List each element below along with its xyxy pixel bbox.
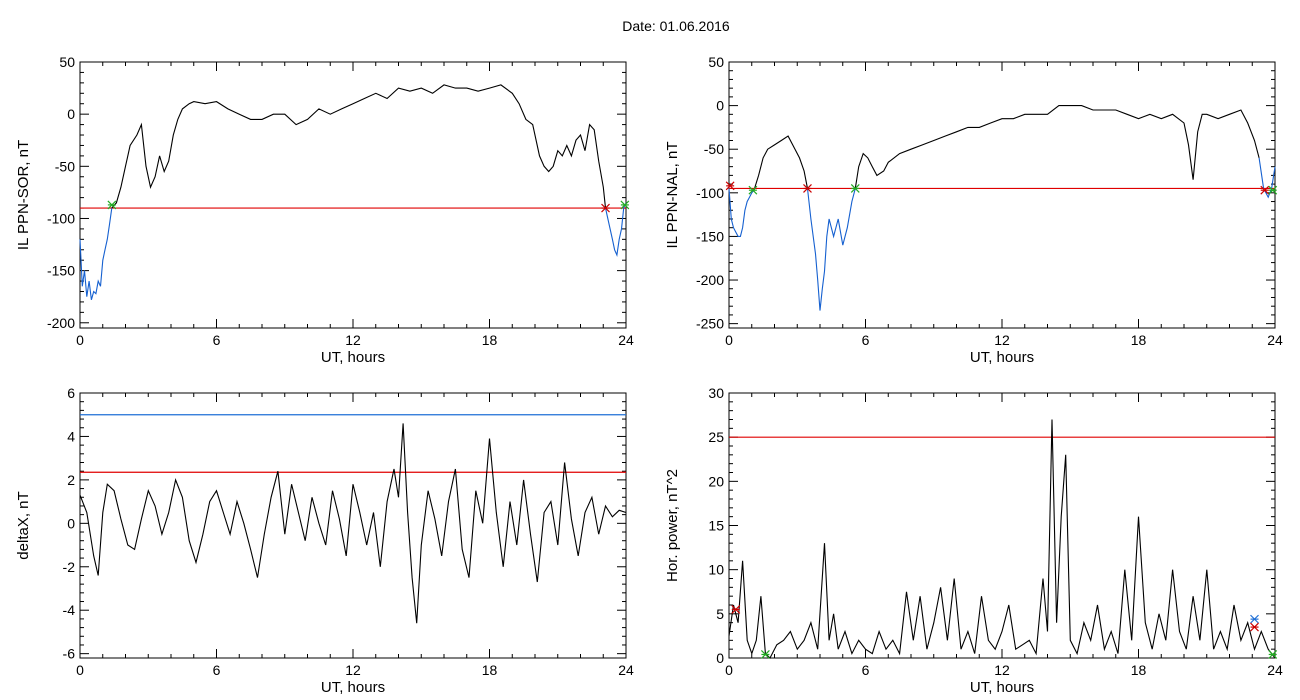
x-tick-label: 12 (994, 662, 1010, 678)
chart-il-ppn-sor: 0 6 12 18 24 -200 -150 -100 -50 0 50 UT, hours IL PP… (15, 54, 634, 366)
x-tick-label: 0 (725, 662, 733, 678)
series-line (728, 188, 755, 237)
y-axis-label: IL PPN-SOR, nT (15, 140, 32, 250)
x-tick-label: 24 (618, 332, 634, 348)
y-tick-label: 15 (708, 518, 724, 534)
y-tick-label: -6 (63, 646, 76, 662)
y-tick-label: 2 (67, 472, 75, 488)
x-tick-label: 24 (1267, 332, 1283, 348)
y-tick-label: -50 (55, 158, 75, 174)
x-tick-label: 24 (1267, 662, 1283, 678)
y-tick-label: 4 (67, 428, 75, 444)
y-axis-label: Hor. power, nT^2 (664, 469, 681, 582)
data-marker (1268, 650, 1278, 659)
data-marker (620, 200, 630, 210)
y-tick-label: 6 (67, 385, 75, 401)
plot-frame (79, 392, 627, 659)
y-tick-label: 50 (59, 54, 75, 70)
y-tick-label: 10 (708, 562, 724, 578)
y-tick-label: 0 (67, 106, 75, 122)
data-marker (601, 203, 610, 213)
series-line (753, 135, 809, 191)
chart-hor-power: 0 6 12 18 24 0 5 10 15 20 25 30 UT, hours Hor. power,… (664, 385, 1283, 696)
data-marker (107, 200, 117, 210)
data-marker (731, 604, 741, 614)
series-line (79, 423, 627, 624)
x-axis-label: UT, hours (321, 679, 385, 696)
data-marker (760, 650, 770, 659)
x-tick-label: 0 (725, 332, 733, 348)
y-tick-label: -150 (696, 228, 724, 244)
plot-frame (728, 61, 1276, 329)
y-tick-label: -50 (704, 141, 724, 157)
y-tick-label: -2 (63, 559, 76, 575)
x-tick-label: 18 (1131, 662, 1147, 678)
y-tick-label: 50 (708, 54, 724, 70)
x-tick-label: 12 (345, 662, 361, 678)
data-marker (748, 185, 758, 195)
chart-il-ppn-nal: 0 6 12 18 24 -250 -200 -150 -100 -50 0 50 UT, hours I… (664, 54, 1283, 366)
x-tick-label: 6 (862, 662, 870, 678)
y-tick-label: 0 (67, 515, 75, 531)
x-tick-label: 12 (345, 332, 361, 348)
x-tick-label: 24 (618, 662, 634, 678)
y-tick-label: 25 (708, 429, 724, 445)
plot-frame (79, 61, 627, 329)
data-marker (1268, 185, 1278, 195)
x-tick-label: 6 (213, 332, 221, 348)
series-line (806, 188, 856, 311)
series-line (854, 105, 1260, 189)
data-marker (850, 184, 860, 193)
y-tick-label: 0 (716, 650, 724, 666)
x-tick-label: 6 (862, 332, 870, 348)
x-axis-label: UT, hours (321, 349, 385, 366)
y-tick-label: -100 (696, 185, 724, 201)
y-axis-label: deltaX, nT (15, 491, 32, 559)
x-tick-label: 18 (482, 662, 498, 678)
x-tick-label: 0 (76, 332, 84, 348)
x-tick-label: 18 (482, 332, 498, 348)
series-line (111, 84, 607, 209)
y-axis-label: IL PPN-NAL, nT (664, 142, 681, 249)
plot-frame (728, 392, 1276, 659)
x-tick-label: 18 (1131, 332, 1147, 348)
x-axis-label: UT, hours (970, 349, 1034, 366)
x-axis-label: UT, hours (970, 679, 1034, 696)
x-tick-label: 0 (76, 662, 84, 678)
data-marker (725, 181, 735, 191)
y-tick-label: -200 (696, 272, 724, 288)
data-marker (803, 184, 812, 193)
y-tick-label: 30 (708, 385, 724, 401)
x-tick-label: 6 (213, 662, 221, 678)
page-title: Date: 01.06.2016 (622, 18, 730, 34)
y-tick-label: -4 (63, 602, 76, 618)
y-tick-label: -100 (47, 210, 75, 226)
y-tick-label: -200 (47, 315, 75, 331)
data-marker (1260, 185, 1270, 195)
series-line (79, 207, 113, 300)
series-line (1258, 157, 1276, 199)
y-tick-label: 0 (716, 98, 724, 114)
y-tick-label: 5 (716, 606, 724, 622)
series-line (728, 419, 1276, 659)
data-marker (1250, 614, 1259, 624)
series-line (604, 202, 627, 257)
y-tick-label: -250 (696, 316, 724, 332)
y-tick-label: -150 (47, 263, 75, 279)
x-tick-label: 12 (994, 332, 1010, 348)
data-marker (1250, 622, 1259, 632)
y-tick-label: 20 (708, 473, 724, 489)
